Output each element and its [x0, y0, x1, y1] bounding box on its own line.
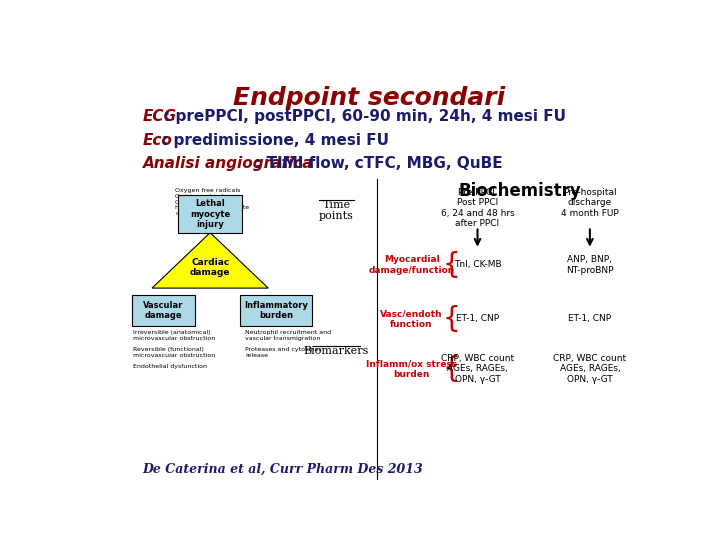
FancyBboxPatch shape	[179, 195, 242, 233]
Text: Irreversible (anatomical)
microvascular obstruction: Irreversible (anatomical) microvascular …	[132, 330, 215, 341]
Text: {: {	[443, 355, 460, 383]
Text: ECG: ECG	[143, 110, 177, 124]
Text: Endothelial dysfunction: Endothelial dysfunction	[132, 364, 207, 369]
Text: De Caterina et al, Curr Pharm Des 2013: De Caterina et al, Curr Pharm Des 2013	[143, 463, 423, 476]
Text: {: {	[443, 305, 460, 333]
FancyBboxPatch shape	[132, 295, 195, 326]
Text: CRP, WBC count
AGEs, RAGEs,
OPN, γ-GT: CRP, WBC count AGEs, RAGEs, OPN, γ-GT	[441, 354, 514, 384]
Text: ET-1, CNP: ET-1, CNP	[456, 314, 499, 323]
Text: ANP, BNP,
NT-proBNP: ANP, BNP, NT-proBNP	[566, 255, 613, 275]
Polygon shape	[152, 233, 269, 288]
Text: Time
points: Time points	[319, 200, 354, 221]
Text: TnI, CK-MB: TnI, CK-MB	[454, 260, 501, 269]
Text: {: {	[443, 251, 460, 279]
Text: : TIMI flow, cTFC, MBG, QuBE: : TIMI flow, cTFC, MBG, QuBE	[255, 156, 503, 171]
Text: CRP, WBC count
AGEs, RAGEs,
OPN, γ-GT: CRP, WBC count AGEs, RAGEs, OPN, γ-GT	[553, 354, 626, 384]
Text: Oxygen free radicals
Ca++ overload
Cellular acidosis
High-energy phosphate
deple: Oxygen free radicals Ca++ overload Cellu…	[175, 188, 249, 216]
Text: Proteases and cytokines
release: Proteases and cytokines release	[245, 347, 322, 358]
Text: ET-1, CNP: ET-1, CNP	[568, 314, 611, 323]
Text: Neutrophil recruitment and
vascular transmigration: Neutrophil recruitment and vascular tran…	[245, 330, 331, 341]
Text: Vascular
damage: Vascular damage	[143, 301, 184, 320]
FancyBboxPatch shape	[240, 295, 312, 326]
Text: Endpoint secondari: Endpoint secondari	[233, 86, 505, 110]
Text: Eco: Eco	[143, 132, 173, 147]
Text: Myocardial
damage/function: Myocardial damage/function	[369, 255, 455, 275]
Text: : prePPCI, postPPCI, 60-90 min, 24h, 4 mesi FU: : prePPCI, postPPCI, 60-90 min, 24h, 4 m…	[164, 110, 567, 124]
Text: Biochemistry: Biochemistry	[459, 182, 582, 200]
Text: Cardiac
damage: Cardiac damage	[190, 258, 230, 277]
Text: Vasc/endoth
function: Vasc/endoth function	[380, 309, 443, 329]
Text: Inflammatory
burden: Inflammatory burden	[244, 301, 308, 320]
Text: Reversible (functional)
microvascular obstruction: Reversible (functional) microvascular ob…	[132, 347, 215, 358]
Text: Pre PPCI,
Post PPCI
6, 24 and 48 hrs
after PPCI: Pre PPCI, Post PPCI 6, 24 and 48 hrs aft…	[441, 188, 514, 228]
Text: : predimissione, 4 mesi FU: : predimissione, 4 mesi FU	[162, 132, 389, 147]
Text: Biomarkers: Biomarkers	[304, 346, 369, 356]
Text: Pre-hospital
discharge
4 month FUP: Pre-hospital discharge 4 month FUP	[561, 188, 618, 218]
Text: Lethal
myocyte
injury: Lethal myocyte injury	[190, 199, 230, 229]
Text: Inflamm/ox stress
burden: Inflamm/ox stress burden	[366, 359, 457, 379]
Text: Analisi angiografica: Analisi angiografica	[143, 156, 313, 171]
